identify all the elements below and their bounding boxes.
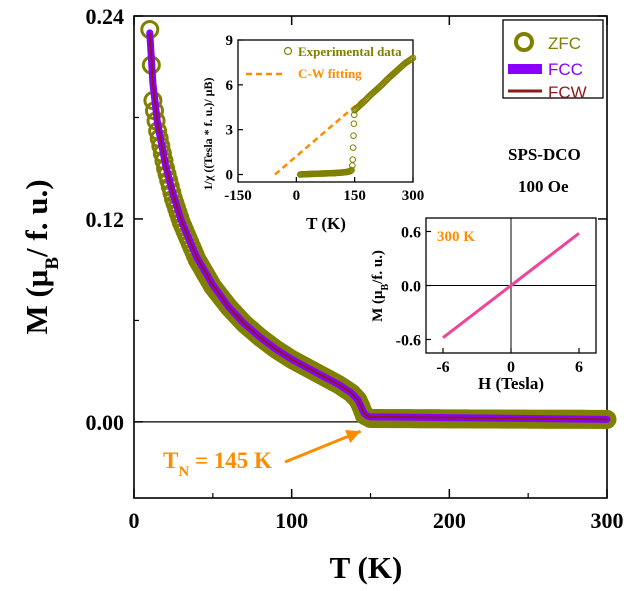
inset1-data-point [409, 54, 417, 62]
inset1-y-tick-label: 3 [226, 123, 234, 139]
inset1-x-tick-label: 0 [293, 188, 301, 204]
inset1-data-point [350, 132, 357, 139]
inset1-data-point [348, 166, 355, 174]
legend-fcc-label: FCC [548, 60, 583, 79]
inset1-y-tick-label: 6 [226, 78, 234, 94]
inset1-y-axis-title: 1/χ ((Tesla * f. u.)/ μB) [201, 78, 215, 191]
legend-fcw-label: FCW [548, 83, 587, 102]
inset2-y-tick-label: 0.6 [401, 225, 421, 242]
neel-arrow [284, 429, 362, 464]
main-legend: ZFC FCC FCW [502, 19, 604, 102]
legend-fcc-marker [508, 64, 542, 74]
field-label: 100 Oe [518, 177, 569, 196]
inset2-y-title-sub: B [380, 284, 391, 291]
inverse-susceptibility-inset: -150 0 150 300 0 3 6 9 T (K) 1/χ ((Tesla * f. u… [201, 33, 424, 233]
main-y-tick-label: 0.24 [86, 4, 125, 29]
inset1-legend-fit-label: C-W fitting [298, 66, 362, 81]
main-x-tick-label: 0 [129, 508, 140, 533]
neel-label-sub: N [178, 464, 189, 480]
inset2-y-tick-label: 0.0 [401, 279, 421, 296]
main-x-axis-title: T (K) [330, 550, 403, 585]
main-y-tick-label: 0.00 [86, 410, 125, 435]
inset1-data-point [350, 120, 358, 128]
legend-zfc-marker [514, 32, 534, 52]
inset1-frame [237, 39, 414, 183]
inset1-data-point [346, 167, 354, 175]
main-y-axis-title: M (μB/ f. u.) [19, 179, 63, 334]
neel-label-tail: = 145 K [189, 448, 272, 473]
inset1-legend-data-label: Experimental data [298, 44, 402, 59]
inset2-x-tick-label: -6 [436, 359, 449, 376]
neel-temperature-label: TN = 145 K [163, 448, 272, 480]
inset1-legend-data-marker [283, 46, 293, 56]
inset1-data-point [349, 156, 357, 163]
inset2-y-axis-title: M (μB/f. u.) [370, 250, 391, 322]
main-x-tick-label: 300 [591, 508, 624, 533]
neel-label-main: T [163, 448, 178, 473]
sample-label: SPS-DCO [508, 145, 581, 164]
main-x-tick-label: 200 [433, 508, 466, 533]
mh-loop-inset: -6 0 6 -0.6 0.0 0.6 H (Tesla) M (μB/f. u.) 30… [370, 217, 597, 393]
inset1-y-tick-label: 0 [226, 168, 234, 184]
inset1-x-tick-label: -150 [224, 188, 252, 204]
inset2-x-tick-label: 0 [507, 359, 515, 376]
main-y-title-sub: B [42, 257, 63, 270]
inset2-series [442, 232, 580, 339]
main-y-title-main: M (μ [19, 269, 54, 334]
inset2-temperature-label: 300 K [437, 229, 475, 245]
inset1-x-tick-label: 300 [402, 188, 425, 204]
main-y-title-tail: / f. u.) [19, 179, 54, 258]
mh-line [442, 232, 580, 339]
main-x-tick-label: 100 [275, 508, 308, 533]
inset1-y-tick-label: 9 [226, 33, 234, 49]
neel-arrow-head [345, 430, 361, 444]
inset2-x-axis-title: H (Tesla) [478, 374, 544, 393]
legend-zfc-label: ZFC [548, 34, 581, 53]
inset1-data-point [349, 144, 357, 151]
inset1-ticks: -150 0 150 300 0 3 6 9 [224, 33, 424, 204]
inset2-y-tick-label: -0.6 [396, 333, 421, 350]
inset2-x-tick-label: 6 [575, 359, 583, 376]
inset1-x-axis-title: T (K) [306, 214, 346, 233]
inset1-x-tick-label: 150 [343, 188, 366, 204]
inset2-y-title-main: M (μ [370, 290, 386, 322]
fcw-series-line [148, 32, 608, 421]
main-y-tick-label: 0.12 [86, 207, 125, 232]
inset2-y-title-tail: /f. u.) [370, 250, 386, 285]
main-series [140, 20, 617, 429]
inset1-data-point [408, 55, 416, 62]
inset1-series [274, 54, 417, 178]
